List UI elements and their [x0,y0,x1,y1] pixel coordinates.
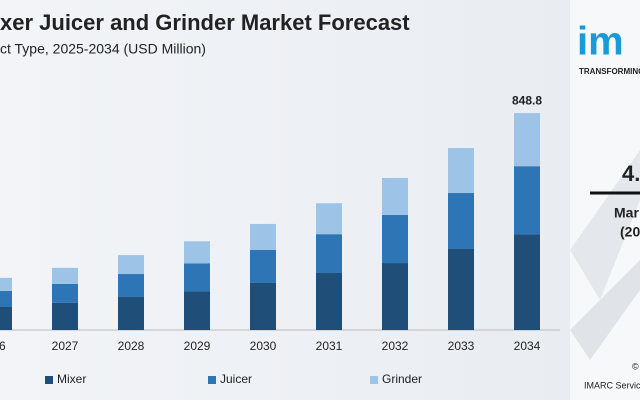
x-tick-label: 26 [0,339,6,353]
stat-label: Mar [614,205,639,221]
chart-subtitle: ct Type, 2025-2034 (USD Million) [0,41,206,57]
bar-segment [514,234,540,330]
bar-segment [118,274,144,298]
legend-label: Juicer [220,372,252,386]
x-tick-label: 2029 [184,339,211,353]
x-tick-label: 2030 [250,339,277,353]
bar-segment [184,291,210,330]
x-tick-label: 2028 [118,339,145,353]
bar-segment [448,248,474,330]
chart-title: xer Juicer and Grinder Market Forecast [0,10,410,35]
x-tick-label: 2027 [52,339,79,353]
bar-segment [184,263,210,292]
bar-segment [184,241,210,264]
bar-segment [52,267,78,284]
legend-swatch [45,376,53,384]
bar-segment [316,273,342,330]
bar-segment [118,297,144,330]
bar-segment [514,113,540,167]
stat-value: 4. [622,161,640,186]
legend-label: Mixer [57,372,86,386]
x-tick-label: 2031 [316,339,343,353]
legend-label: Grinder [382,372,422,386]
bar-segment [52,302,78,330]
background [0,0,570,400]
stat-period: (20 [620,224,640,240]
copyright: © [632,361,639,371]
bar-segment [316,234,342,274]
footer: IMARC Servic [584,380,640,390]
bar-segment [448,193,474,249]
legend-swatch [370,376,378,384]
bar-segment [250,250,276,283]
bar-segment [0,290,12,307]
x-tick-label: 2034 [514,339,541,353]
bar-segment [118,255,144,275]
x-tick-label: 2032 [382,339,409,353]
bar-segment [0,307,12,330]
bar-segment [0,277,12,291]
bar-segment [514,166,540,235]
bar-segment [250,282,276,330]
bar-segment [448,148,474,194]
logo: im [577,20,624,64]
bar-segment [52,284,78,303]
bar-segment [382,263,408,330]
x-tick-label: 2033 [448,339,475,353]
legend-swatch [208,376,216,384]
bar-segment [382,177,408,215]
bar-segment [316,203,342,235]
bar-segment [250,223,276,251]
panel-decoration [570,260,640,360]
total-label: 848.8 [512,93,542,107]
panel-decoration [570,150,640,300]
tagline: TRANSFORMING [579,67,640,76]
bar-segment [382,215,408,264]
